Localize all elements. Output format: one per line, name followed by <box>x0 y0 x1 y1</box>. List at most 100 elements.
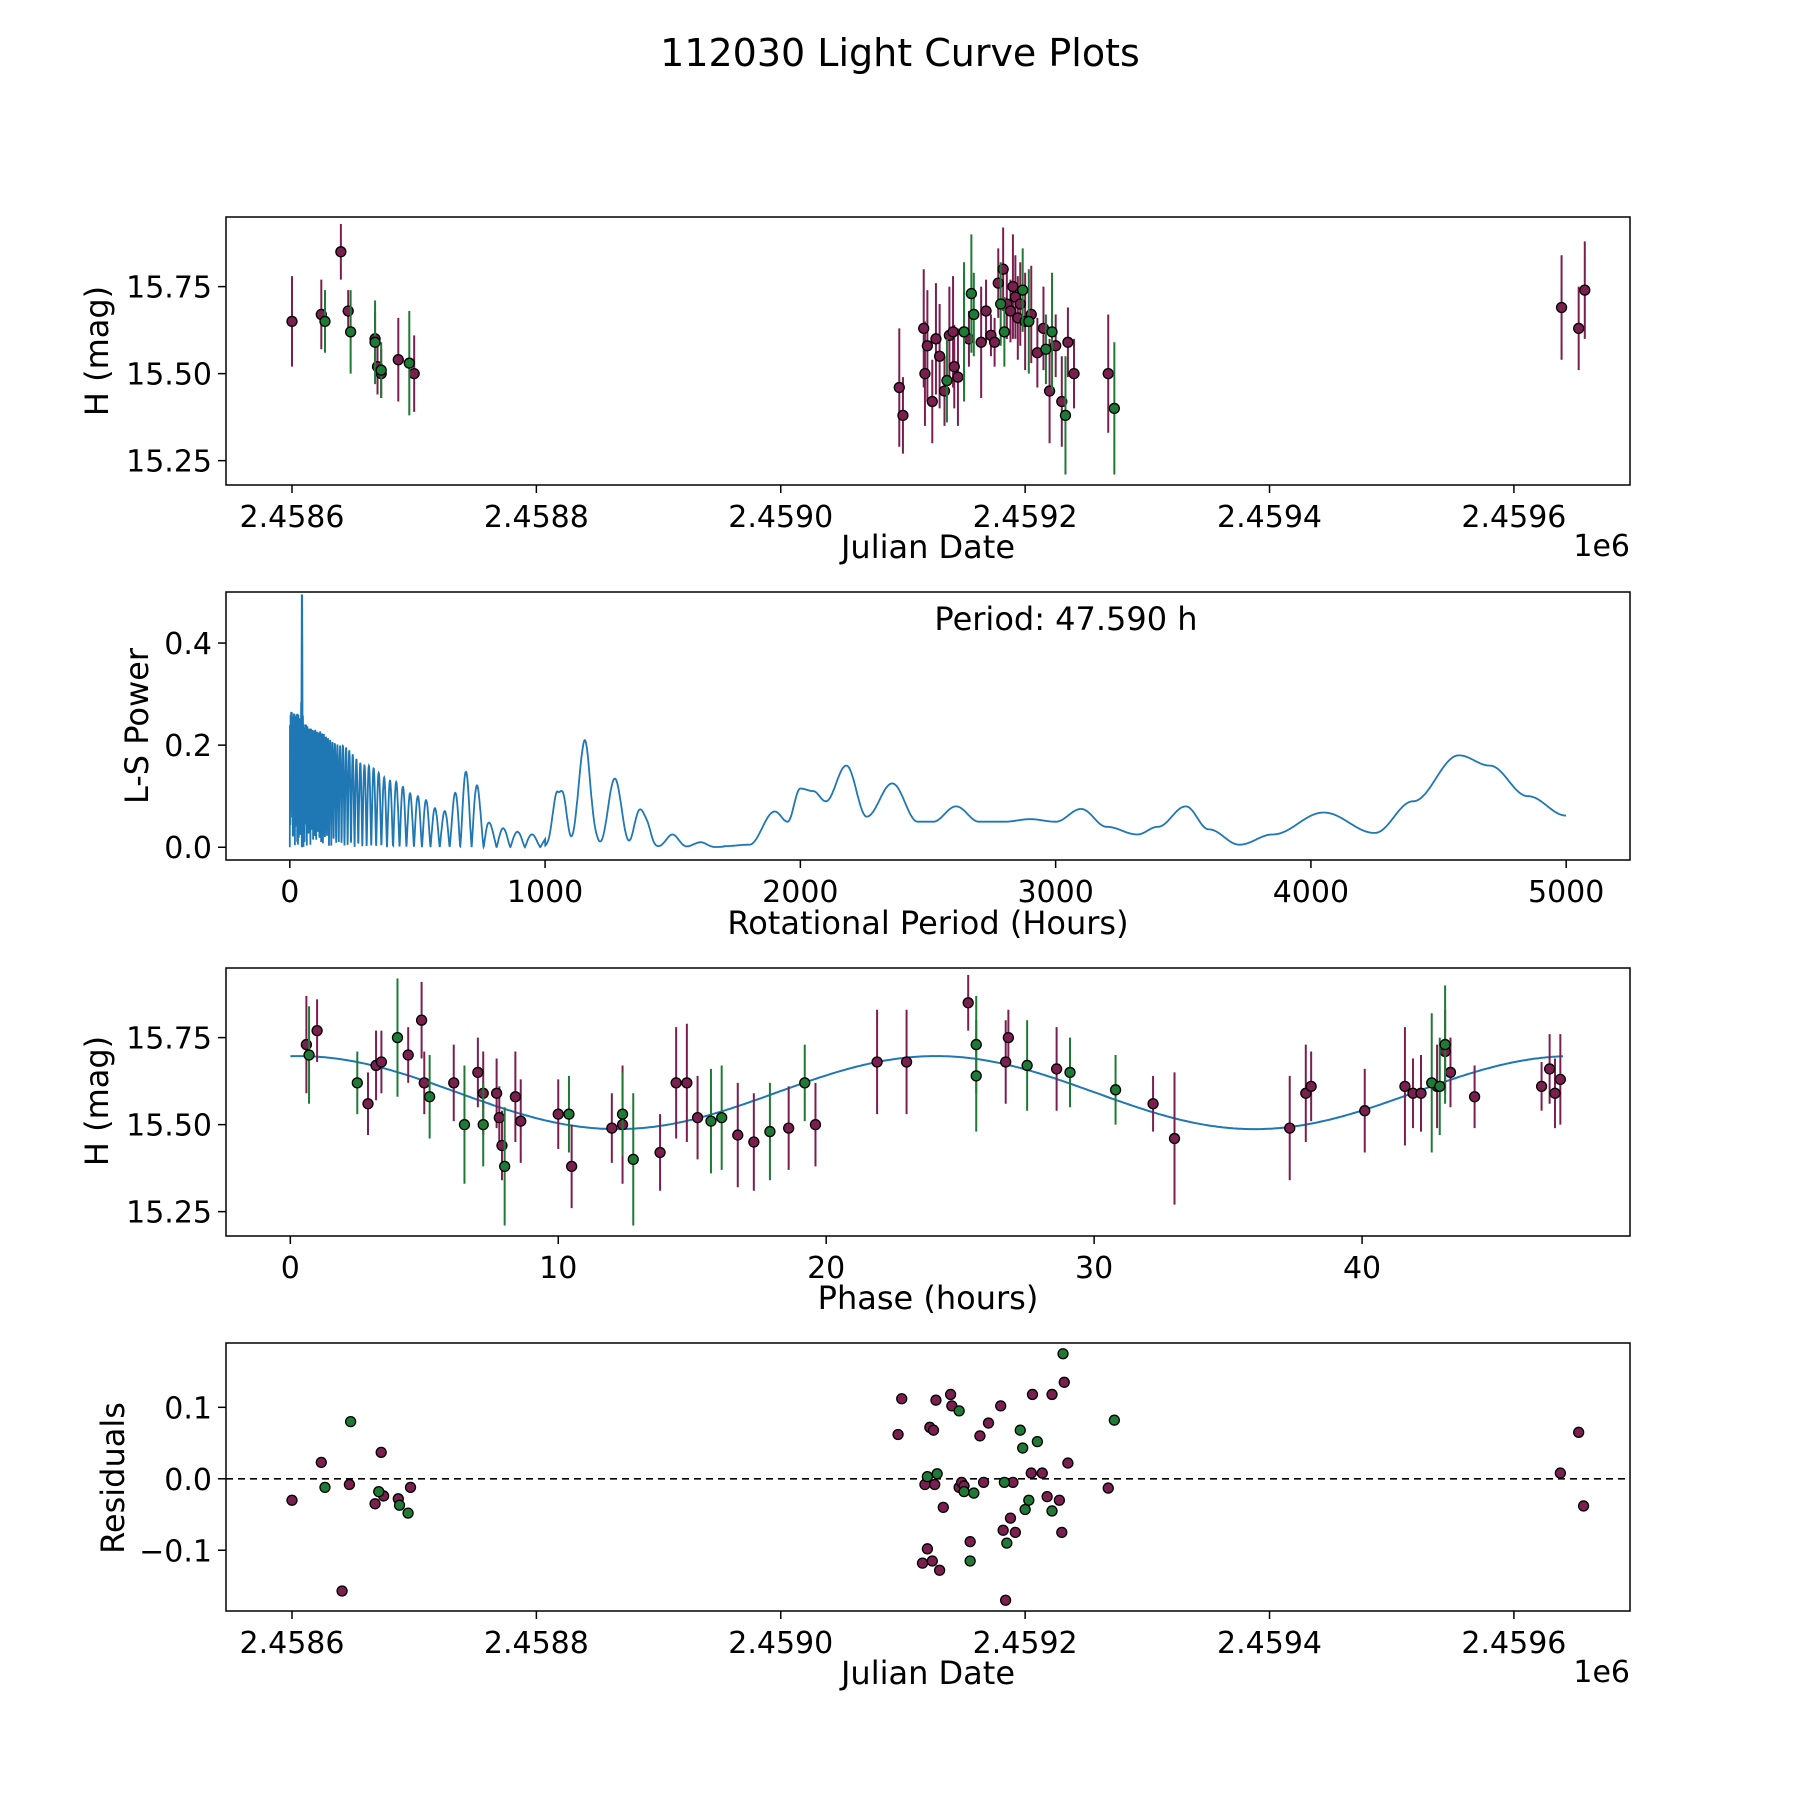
residuals-purple-point <box>286 1494 298 1506</box>
lightcurve-y-label: H (mag) <box>78 286 116 416</box>
lightcurve-plot-area <box>225 216 1631 486</box>
residuals-green-point <box>964 1555 976 1567</box>
lightcurve-purple-point <box>938 385 951 397</box>
residuals-purple-point <box>315 1456 327 1468</box>
phased-purple-point <box>1284 1122 1296 1134</box>
lightcurve-purple-point <box>933 350 946 362</box>
phased-purple-point <box>1415 1087 1427 1099</box>
phased-plot-area <box>225 967 1631 1237</box>
phased-purple-point <box>1468 1091 1481 1103</box>
phased-purple-point <box>670 1077 682 1089</box>
phased-green-point <box>477 1118 489 1131</box>
residuals-purple-point <box>997 1524 1009 1536</box>
residuals-purple-point <box>1102 1482 1114 1494</box>
residuals-purple-point <box>896 1393 908 1405</box>
phased-purple-point <box>1554 1073 1566 1086</box>
lightcurve-purple-point <box>1050 340 1062 352</box>
phased-fit-curve <box>290 1055 1564 1131</box>
residuals-x-tick-label: 2.4590 <box>728 1626 833 1661</box>
residuals-green-point <box>319 1481 331 1494</box>
lightcurve-purple-point <box>992 277 1004 289</box>
residuals-purple-point <box>926 1555 938 1567</box>
periodogram-x-tick-label: 1000 <box>507 875 583 910</box>
phased-purple-point <box>1305 1080 1317 1092</box>
lightcurve-green-point <box>958 326 970 338</box>
phased-x-label: Phase (hours) <box>818 1279 1039 1317</box>
phased-purple-point <box>418 1077 430 1089</box>
phased-x-tick-label: 30 <box>1075 1251 1113 1286</box>
residuals-purple-point <box>1053 1494 1066 1506</box>
residuals-green-point <box>1108 1414 1120 1426</box>
lightcurve-purple-point <box>1579 284 1591 296</box>
phased-green-point <box>1021 1059 1033 1072</box>
lightcurve-purple-point <box>975 336 987 348</box>
residuals-panel: 2.4586 2.4588 2.4590 2.4592 2.4594 2.4596 −0.… <box>94 1342 1631 1692</box>
lightcurve-purple-point <box>948 361 960 373</box>
lightcurve-purple-point <box>1062 336 1074 348</box>
lightcurve-purple-point <box>342 305 354 317</box>
periodogram-panel: 0 1000 2000 3000 4000 5000 0.0 0.2 0.4 Rotation… <box>118 591 1631 942</box>
residuals-purple-point <box>916 1557 929 1569</box>
phased-green-point <box>1064 1066 1076 1079</box>
lightcurve-green-point <box>998 326 1011 338</box>
lightcurve-purple-point <box>408 367 420 380</box>
residuals-purple-point <box>1056 1526 1068 1539</box>
phased-purple-point <box>493 1112 505 1124</box>
residuals-purple-point <box>929 1478 941 1491</box>
phased-purple-point <box>1002 1031 1015 1044</box>
phased-green-point <box>705 1115 717 1127</box>
phased-x-tick-label: 20 <box>807 1251 845 1286</box>
lightcurve-green-point <box>1059 409 1072 422</box>
residuals-green-point <box>953 1405 965 1417</box>
lightcurve-green-point <box>344 326 357 338</box>
residuals-x-label: Julian Date <box>839 1654 1015 1692</box>
lightcurve-purple-point <box>930 333 942 345</box>
lightcurve-purple-point <box>980 305 992 317</box>
lightcurve-green-point <box>995 298 1007 310</box>
lightcurve-x-axis: 2.4586 2.4588 2.4590 2.4592 2.4594 2.4596 <box>239 485 1566 535</box>
residuals-green-point <box>968 1487 980 1499</box>
lightcurve-green-point <box>1017 284 1029 296</box>
residuals-green-point <box>921 1470 934 1483</box>
residuals-green-point <box>1001 1537 1013 1549</box>
phased-purple-point <box>362 1098 374 1110</box>
lightcurve-green-point <box>375 364 387 376</box>
phased-purple-point <box>509 1091 522 1103</box>
residuals-purple-point <box>375 1446 387 1458</box>
residuals-purple-point <box>921 1543 934 1555</box>
residuals-y-tick-label: 0.1 <box>164 1391 212 1426</box>
periodogram-x-tick-label: 3000 <box>1017 875 1093 910</box>
phased-purple-point <box>654 1146 666 1159</box>
phased-green-point <box>1109 1084 1122 1096</box>
residuals-purple-point <box>964 1536 976 1548</box>
residuals-x-tick-label: 2.4596 <box>1461 1626 1566 1661</box>
periodogram-plot-area <box>225 591 1631 861</box>
phased-purple-point <box>962 997 974 1009</box>
residuals-purple-point <box>1554 1467 1566 1479</box>
phased-y-label: H (mag) <box>78 1036 116 1166</box>
phased-x-axis: 0 10 20 30 40 <box>281 1236 1381 1286</box>
periodogram-x-axis: 0 1000 2000 3000 4000 5000 <box>280 860 1604 910</box>
residuals-y-axis: −0.1 0.0 0.1 <box>139 1391 226 1569</box>
phased-green-point <box>616 1108 629 1120</box>
lightcurve-x-tick-label: 2.4594 <box>1217 500 1322 535</box>
residuals-marks <box>226 1348 1630 1606</box>
phased-green-point <box>799 1077 811 1089</box>
lightcurve-green-point <box>941 374 953 387</box>
residuals-offset-label: 1e6 <box>1573 1655 1630 1690</box>
phased-purple-point <box>606 1122 618 1134</box>
residuals-purple-point <box>1009 1526 1022 1539</box>
residuals-green-point <box>931 1468 943 1480</box>
residuals-green-point <box>393 1499 406 1511</box>
residuals-green-point <box>1046 1505 1058 1517</box>
residuals-purple-point <box>999 1594 1012 1606</box>
lightcurve-purple-point <box>926 395 938 408</box>
residuals-green-point <box>1023 1494 1035 1506</box>
lightcurve-purple-point <box>1004 305 1017 317</box>
residuals-purple-point <box>927 1424 940 1436</box>
residuals-purple-point <box>369 1498 381 1510</box>
periodogram-y-tick-label: 0.4 <box>164 627 212 662</box>
residuals-purple-point <box>1058 1376 1070 1388</box>
phased-purple-point <box>1399 1080 1411 1092</box>
phased-purple-point <box>311 1024 323 1037</box>
